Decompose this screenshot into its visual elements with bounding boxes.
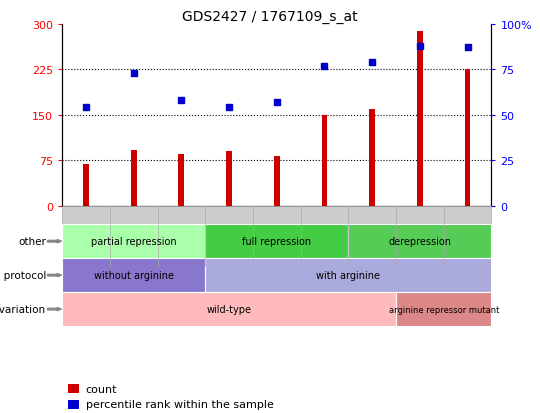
Text: full repression: full repression <box>242 237 312 247</box>
Bar <box>131 150 137 206</box>
Point <box>130 71 138 77</box>
Text: partial repression: partial repression <box>91 237 177 247</box>
Text: arginine repressor mutant: arginine repressor mutant <box>388 305 499 314</box>
Text: percentile rank within the sample: percentile rank within the sample <box>86 399 274 409</box>
Bar <box>274 157 280 206</box>
Bar <box>226 152 232 206</box>
Point <box>463 45 472 52</box>
Bar <box>465 70 470 206</box>
Text: without arginine: without arginine <box>93 271 174 280</box>
Point <box>225 105 233 112</box>
Bar <box>369 109 375 206</box>
Text: other: other <box>18 237 46 247</box>
Text: GDS2427 / 1767109_s_at: GDS2427 / 1767109_s_at <box>182 10 358 24</box>
Bar <box>179 155 184 206</box>
Text: derepression: derepression <box>388 237 451 247</box>
Bar <box>83 165 89 206</box>
Bar <box>417 32 423 206</box>
Text: wild-type: wild-type <box>207 304 252 314</box>
Point <box>416 43 424 50</box>
Point <box>177 97 186 104</box>
Point <box>82 105 90 112</box>
Point <box>320 63 329 70</box>
Point <box>273 100 281 106</box>
Text: growth protocol: growth protocol <box>0 271 46 280</box>
Text: with arginine: with arginine <box>316 271 380 280</box>
Text: count: count <box>86 384 117 394</box>
Text: genotype/variation: genotype/variation <box>0 304 46 314</box>
Bar <box>322 116 327 206</box>
Point <box>368 59 376 66</box>
